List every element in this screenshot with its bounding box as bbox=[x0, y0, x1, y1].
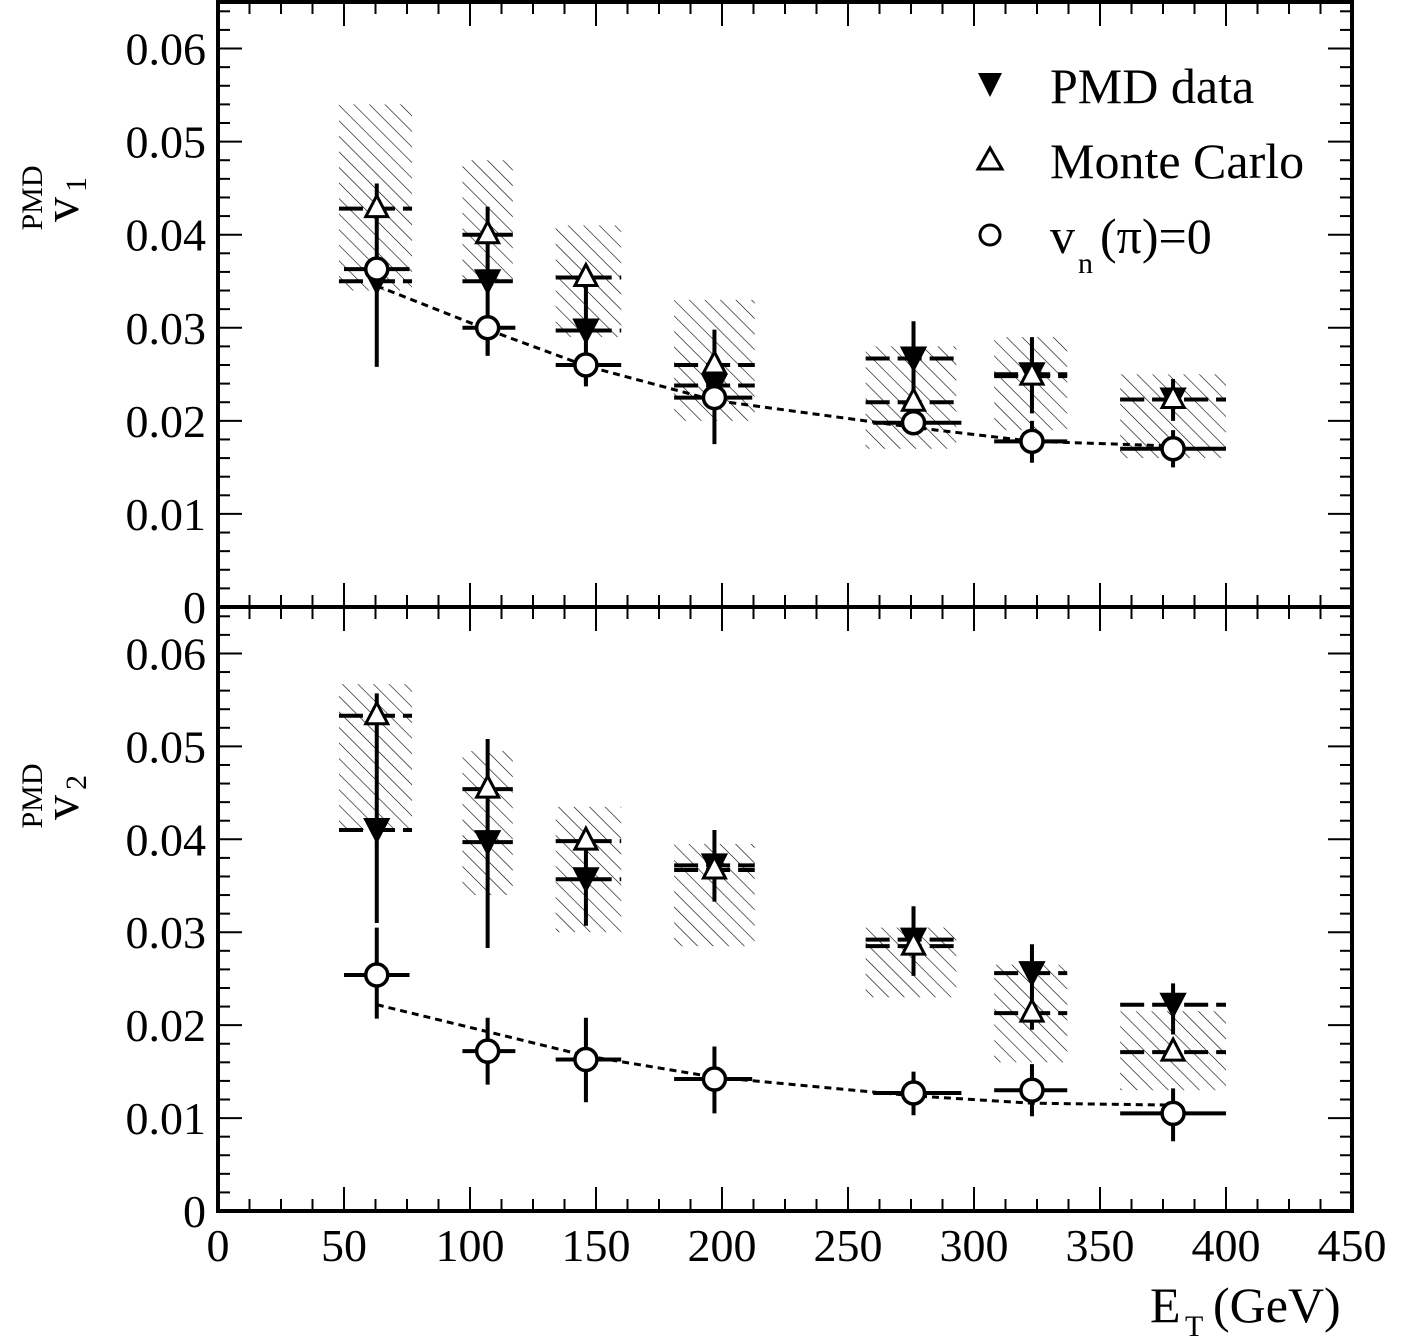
data-point-pmd bbox=[363, 818, 391, 845]
y-tick-label: 0.05 bbox=[126, 117, 207, 168]
legend-label: Monte Carlo bbox=[1050, 133, 1304, 189]
legend-marker-vn-zero bbox=[978, 223, 1002, 247]
data-point-monte-carlo bbox=[572, 261, 600, 288]
data-point-monte-carlo bbox=[474, 218, 502, 245]
y-axis-label-sup: PMD bbox=[16, 165, 49, 230]
legend-marker-pmd bbox=[978, 73, 1002, 97]
data-point-vn-zero bbox=[1160, 436, 1186, 462]
data-point-monte-carlo bbox=[474, 772, 502, 799]
panel-bottom: 0 0.01 0.02 0.03 0.04 0.05 0.06 0 50 100 150 200 250… bbox=[16, 605, 1387, 1342]
legend-label-rest: (π)=0 bbox=[1100, 208, 1212, 264]
y-axis-label-sup: PMD bbox=[16, 763, 49, 828]
x-tick-label: 250 bbox=[814, 1220, 883, 1271]
y-tick-label: 0.03 bbox=[126, 303, 207, 354]
x-tick-label: 200 bbox=[688, 1220, 757, 1271]
data-point-vn-zero bbox=[1019, 1077, 1045, 1103]
y-axis-label-sub: 1 bbox=[60, 177, 93, 192]
data-point-monte-carlo bbox=[700, 853, 728, 880]
x-tick-label: 100 bbox=[436, 1220, 505, 1271]
y-tick-label: 0.02 bbox=[126, 396, 207, 447]
data-point-pmd bbox=[899, 346, 928, 373]
y-tick-label: 0.02 bbox=[126, 1000, 207, 1051]
data-point-vn-zero bbox=[1019, 428, 1045, 455]
y-tick-label: 0.03 bbox=[126, 907, 207, 958]
x-axis-label-main: E bbox=[1150, 1277, 1181, 1333]
data-point-monte-carlo bbox=[700, 348, 728, 375]
data-point-vn-zero bbox=[474, 1038, 501, 1064]
data-point-monte-carlo bbox=[900, 929, 927, 956]
data-point-vn-zero bbox=[701, 1066, 728, 1092]
data-point-monte-carlo bbox=[1159, 383, 1187, 409]
x-axis-label-sub: T bbox=[1185, 1310, 1203, 1342]
x-axis-label: E T (GeV) bbox=[1150, 1277, 1341, 1342]
legend-marker-monte-carlo bbox=[975, 144, 1005, 171]
data-point-vn-zero bbox=[364, 962, 390, 988]
legend-label: PMD data bbox=[1050, 58, 1254, 114]
y-axis-label-main: v bbox=[33, 197, 89, 222]
data-point-pmd bbox=[1018, 961, 1046, 988]
y-tick-label: 0.06 bbox=[126, 24, 207, 75]
data-point-vn-zero bbox=[364, 256, 390, 282]
data-point-monte-carlo bbox=[363, 192, 391, 219]
legend: PMD data Monte Carlo v n (π)=0 bbox=[975, 58, 1304, 280]
y-axis-label: v 1 PMD bbox=[16, 165, 93, 230]
x-tick-label: 150 bbox=[562, 1220, 631, 1271]
data-point-vn-zero bbox=[900, 409, 927, 436]
data-point-pmd bbox=[473, 830, 502, 857]
data-point-monte-carlo bbox=[572, 824, 600, 851]
data-point-monte-carlo bbox=[1159, 1035, 1187, 1062]
y-tick-label: 0.04 bbox=[126, 210, 207, 261]
y-tick-label: 0 bbox=[183, 582, 206, 633]
panel-top: 0 0.01 0.02 0.03 0.04 0.05 0.06 v 1 PMD PMD da… bbox=[16, 0, 1354, 633]
y-axis-label-main: v bbox=[33, 795, 89, 820]
x-tick-label: 450 bbox=[1318, 1220, 1387, 1271]
data-point-monte-carlo bbox=[1018, 359, 1046, 386]
data-point-pmd bbox=[1159, 992, 1187, 1019]
x-tick-label: 400 bbox=[1192, 1220, 1261, 1271]
x-tick-label: 350 bbox=[1066, 1220, 1135, 1271]
y-tick-label: 0.05 bbox=[126, 721, 207, 772]
data-point-pmd bbox=[572, 867, 600, 894]
data-point-monte-carlo bbox=[363, 699, 391, 726]
y-axis-label: v 2 PMD bbox=[16, 763, 93, 828]
x-tick-label: 300 bbox=[940, 1220, 1009, 1271]
data-point-monte-carlo bbox=[1018, 996, 1046, 1023]
data-point-vn-zero bbox=[474, 315, 501, 341]
y-tick-label: 0.01 bbox=[126, 489, 207, 540]
x-tick-label: 0 bbox=[207, 1220, 230, 1271]
data-point-pmd bbox=[473, 269, 502, 296]
x-tick-label: 50 bbox=[321, 1220, 367, 1271]
y-tick-label: 0.06 bbox=[126, 628, 207, 679]
y-tick-label: 0.01 bbox=[126, 1093, 207, 1144]
legend-label-sub: n bbox=[1078, 247, 1093, 280]
data-point-vn-zero bbox=[1160, 1100, 1186, 1127]
data-point-vn-zero bbox=[900, 1080, 927, 1106]
data-point-vn-zero bbox=[573, 1046, 599, 1073]
y-tick-label: 0 bbox=[183, 1186, 206, 1237]
x-axis-label-rest: (GeV) bbox=[1213, 1277, 1341, 1333]
data-point-pmd bbox=[572, 318, 600, 345]
legend-label: v bbox=[1050, 208, 1075, 264]
y-tick-label: 0.04 bbox=[126, 814, 207, 865]
data-point-vn-zero bbox=[701, 384, 728, 411]
data-point-vn-zero bbox=[573, 352, 599, 378]
y-axis-label-sub: 2 bbox=[60, 775, 93, 790]
